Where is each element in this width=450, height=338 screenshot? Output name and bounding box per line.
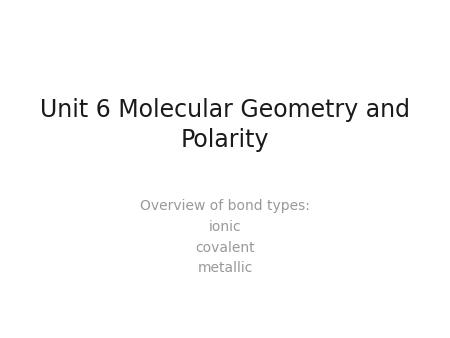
Text: Overview of bond types:
ionic
covalent
metallic: Overview of bond types: ionic covalent m… (140, 199, 310, 275)
Text: Unit 6 Molecular Geometry and
Polarity: Unit 6 Molecular Geometry and Polarity (40, 98, 410, 152)
